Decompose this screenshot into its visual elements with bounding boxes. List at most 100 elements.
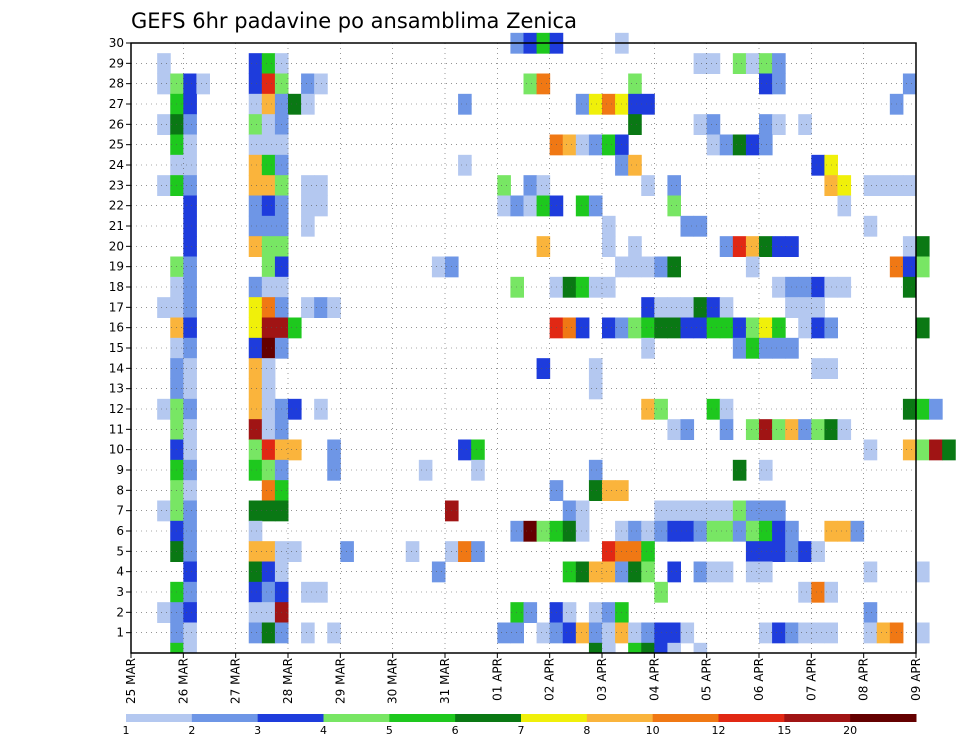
- heatmap-cell: [562, 602, 577, 623]
- heatmap-cell: [602, 480, 616, 501]
- heatmap-cell: [575, 93, 590, 115]
- heatmap-cell: [667, 195, 681, 217]
- heatmap-cell: [497, 175, 511, 196]
- heatmap-cell: [183, 561, 197, 583]
- heatmap-cell: [157, 53, 171, 74]
- x-tick-label: 07 APR: [804, 658, 818, 701]
- heatmap-cell: [759, 561, 773, 583]
- heatmap-cell: [261, 358, 276, 379]
- heatmap-cell: [471, 439, 485, 461]
- heatmap-cell: [693, 114, 708, 135]
- heatmap-cell: [745, 500, 760, 522]
- heatmap-cell: [863, 215, 878, 237]
- heatmap-cell: [248, 398, 263, 420]
- heatmap-cell: [458, 541, 472, 562]
- heatmap-cell: [261, 439, 276, 461]
- heatmap-cell: [706, 398, 721, 420]
- heatmap-cell: [772, 317, 786, 339]
- heatmap-cell: [523, 602, 538, 623]
- heatmap-cell: [680, 520, 695, 542]
- heatmap-cell: [902, 175, 917, 196]
- heatmap-cell: [170, 541, 184, 562]
- heatmap-cell: [562, 134, 577, 156]
- heatmap-cell: [314, 297, 328, 318]
- heatmap-cell: [602, 561, 616, 583]
- heatmap-cell: [732, 236, 747, 257]
- heatmap-cell: [837, 175, 852, 196]
- heatmap-cell: [706, 561, 721, 583]
- y-tick-label: 8: [116, 483, 124, 497]
- heatmap-cell: [261, 134, 276, 156]
- heatmap-cell: [510, 622, 524, 644]
- heatmap-cell: [798, 419, 812, 440]
- heatmap-cell: [248, 215, 263, 237]
- heatmap-cell: [536, 358, 551, 379]
- heatmap-cell: [588, 134, 603, 156]
- heatmap-cell: [261, 215, 276, 237]
- heatmap-cell: [183, 419, 197, 440]
- heatmap-cell: [628, 622, 642, 644]
- y-tick-label: 27: [109, 97, 124, 111]
- heatmap-cell: [314, 581, 328, 603]
- x-tick-label: 25 MAR: [124, 658, 138, 704]
- heatmap-cell: [418, 459, 433, 481]
- heatmap-cell: [706, 53, 721, 74]
- heatmap-cell: [248, 73, 263, 95]
- heatmap-cell: [575, 317, 590, 339]
- y-tick-label: 23: [109, 178, 124, 192]
- heatmap-cell: [811, 276, 825, 298]
- heatmap-cell: [811, 154, 825, 176]
- heatmap-cell: [759, 134, 773, 156]
- heatmap-cell: [680, 317, 695, 339]
- heatmap-cell: [248, 439, 263, 461]
- heatmap-cell: [588, 642, 603, 654]
- heatmap-cell: [876, 175, 891, 196]
- heatmap-cell: [732, 520, 747, 542]
- heatmap-cell: [562, 520, 577, 542]
- heatmap-cell: [431, 561, 446, 583]
- heatmap-cell: [288, 398, 302, 420]
- y-tick-label: 6: [116, 524, 124, 538]
- heatmap-cell: [248, 602, 263, 623]
- heatmap-cell: [183, 317, 197, 339]
- heatmap-cell: [745, 561, 760, 583]
- heatmap-cell: [510, 602, 524, 623]
- heatmap-cell: [157, 602, 171, 623]
- y-tick-label: 21: [109, 219, 124, 233]
- heatmap-cell: [811, 581, 825, 603]
- heatmap-cell: [170, 358, 184, 379]
- heatmap-cell: [183, 439, 197, 461]
- heatmap-cell: [628, 93, 642, 115]
- heatmap-cell: [301, 297, 315, 318]
- heatmap-cell: [248, 236, 263, 257]
- heatmap-cell: [261, 276, 276, 298]
- heatmap-cell: [261, 541, 276, 562]
- heatmap-cell: [248, 541, 263, 562]
- heatmap-cell: [811, 317, 825, 339]
- heatmap-cell: [602, 215, 616, 237]
- y-tick-label: 25: [109, 138, 124, 152]
- x-axis: 25 MAR 26 MAR 27 MAR 28 MAR 29 MAR 30 MAR 31 M…: [124, 653, 923, 704]
- heatmap-cell: [248, 134, 263, 156]
- heatmap-cell: [170, 93, 184, 115]
- heatmap-cells: [157, 32, 956, 654]
- heatmap-cell: [261, 419, 276, 440]
- heatmap-cell: [693, 520, 708, 542]
- heatmap-cell: [170, 378, 184, 400]
- heatmap-cell: [170, 317, 184, 339]
- y-tick-label: 14: [109, 361, 124, 375]
- heatmap-cell: [654, 642, 668, 654]
- heatmap-cell: [183, 602, 197, 623]
- heatmap-cell: [916, 398, 930, 420]
- y-tick-label: 29: [109, 56, 124, 70]
- y-tick-label: 2: [116, 605, 124, 619]
- heatmap-cell: [170, 642, 184, 654]
- heatmap-cell: [628, 541, 642, 562]
- heatmap-cell: [314, 398, 328, 420]
- heatmap-cell: [745, 541, 760, 562]
- heatmap-cell: [745, 53, 760, 74]
- heatmap-cell: [588, 378, 603, 400]
- heatmap-cell: [693, 561, 708, 583]
- heatmap-cell: [248, 53, 263, 74]
- heatmap-cell: [667, 175, 681, 196]
